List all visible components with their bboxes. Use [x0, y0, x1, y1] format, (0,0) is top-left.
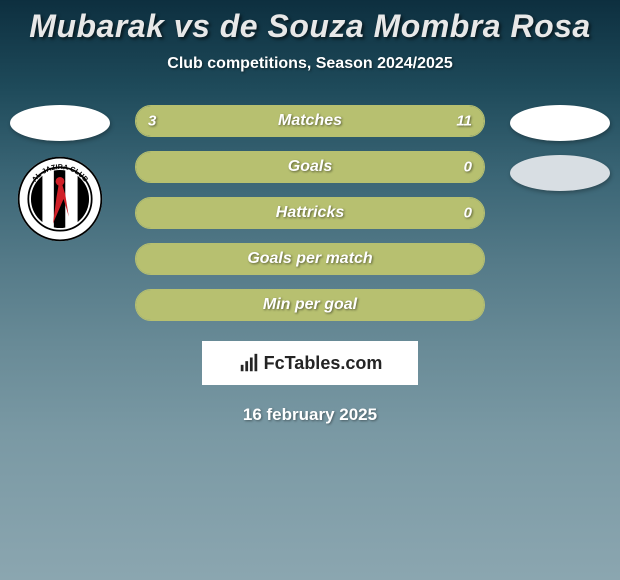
stat-value-right: 0 [464, 205, 472, 222]
stat-label: Hattricks [276, 204, 344, 222]
page-subtitle: Club competitions, Season 2024/2025 [0, 55, 620, 73]
right-club-logo-placeholder [510, 155, 610, 191]
stat-label: Goals [288, 158, 332, 176]
right-country-flag [510, 105, 610, 141]
page-title: Mubarak vs de Souza Mombra Rosa [0, 0, 620, 45]
stat-label: Min per goal [263, 296, 357, 314]
left-country-flag [10, 105, 110, 141]
brand-name: FcTables.com [264, 353, 383, 374]
stat-row: Min per goal [135, 289, 485, 321]
stat-row: Hattricks 0 [135, 197, 485, 229]
stat-row: Goals per match [135, 243, 485, 275]
main-area: AL-JAZIRA CLUB ABU DHABI-UAE [0, 105, 620, 321]
stat-label: Goals per match [247, 250, 372, 268]
stat-row: Goals 0 [135, 151, 485, 183]
stat-value-right: 0 [464, 159, 472, 176]
stat-row: Matches 3 11 [135, 105, 485, 137]
brand-badge: FcTables.com [202, 341, 418, 385]
left-team-column: AL-JAZIRA CLUB ABU DHABI-UAE [10, 105, 110, 243]
left-club-logo: AL-JAZIRA CLUB ABU DHABI-UAE [10, 155, 110, 243]
bar-fill-right [210, 106, 484, 136]
stat-value-right: 11 [456, 113, 472, 130]
date-label: 16 february 2025 [0, 405, 620, 425]
stats-bars: Matches 3 11 Goals 0 Hattricks 0 Goals per matc… [135, 105, 485, 321]
stat-label: Matches [278, 112, 342, 130]
club-badge-svg: AL-JAZIRA CLUB ABU DHABI-UAE [16, 155, 104, 243]
content-wrapper: Mubarak vs de Souza Mombra Rosa Club com… [0, 0, 620, 580]
right-team-column [510, 105, 610, 191]
stat-value-left: 3 [148, 113, 156, 130]
chart-icon [238, 352, 260, 374]
